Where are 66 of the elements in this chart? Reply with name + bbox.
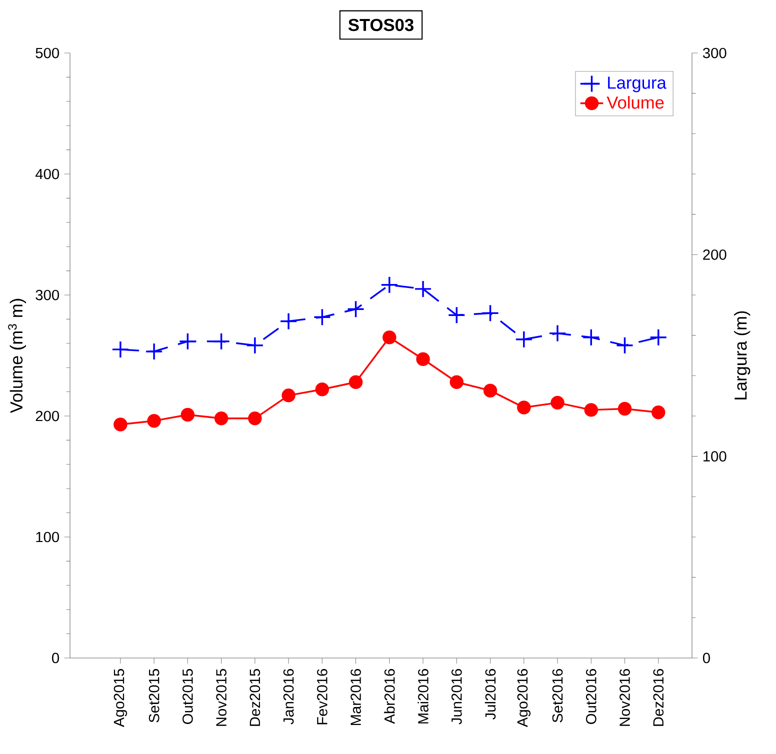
point — [584, 403, 598, 417]
y2-tick-label: 200 — [703, 249, 726, 260]
point — [282, 388, 296, 402]
point — [315, 382, 330, 396]
x-tick-label: Nov2016 — [620, 669, 630, 726]
y2-tick-label: 100 — [704, 451, 726, 462]
x-tick-label: Mar2016 — [350, 669, 361, 726]
point — [248, 412, 262, 426]
x-tick-label: Dez2015 — [250, 669, 260, 726]
point — [112, 340, 130, 358]
point — [618, 402, 632, 416]
point — [448, 306, 466, 324]
point — [178, 332, 197, 350]
x-tick-label: Nov2015 — [216, 669, 226, 726]
point — [246, 336, 264, 354]
x-tick-label: Abr2016 — [384, 669, 395, 724]
point — [348, 375, 363, 389]
y-tick-label: 500 — [36, 48, 60, 58]
point — [212, 332, 230, 350]
point — [416, 352, 430, 366]
point — [481, 304, 500, 322]
point — [616, 336, 634, 354]
point — [280, 312, 298, 330]
point — [517, 400, 531, 414]
point — [582, 328, 600, 346]
point — [382, 330, 396, 344]
x-tick-label: Ago2016 — [517, 669, 531, 728]
x-tick-label: Jun2016 — [451, 669, 462, 724]
x-tick-label: Fev2016 — [316, 669, 328, 724]
x-tick-label: Out2015 — [182, 669, 193, 724]
x-tick-label: Out2016 — [586, 669, 596, 724]
point — [313, 308, 332, 326]
x-tick-label: Jan2016 — [283, 669, 294, 724]
point — [483, 384, 498, 398]
point — [652, 405, 666, 420]
point — [550, 396, 564, 410]
point — [145, 342, 163, 360]
point — [650, 328, 668, 346]
y-tick-label: 200 — [36, 410, 60, 422]
y2-axis-title: Largura (m) — [734, 311, 750, 400]
y-tick-label: 0 — [52, 652, 60, 664]
x-tick-label: Ago2015 — [114, 669, 128, 728]
point — [515, 330, 533, 348]
y-tick-label: 400 — [35, 168, 60, 180]
point — [214, 412, 228, 426]
point — [414, 280, 432, 298]
point — [147, 414, 161, 428]
x-tick-label: Dez2016 — [653, 669, 664, 726]
x-tick-label: Set2015 — [148, 669, 160, 722]
y-tick-label: 100 — [36, 532, 60, 542]
point — [346, 300, 365, 318]
x-tick-label: Mai2016 — [418, 669, 428, 724]
legend-label: Volume — [606, 96, 664, 109]
point — [180, 408, 195, 422]
point — [114, 418, 128, 432]
y2-tick-label: 300 — [702, 48, 726, 58]
legend-label: Largura — [608, 76, 666, 92]
y2-tick-label: 0 — [702, 652, 710, 664]
point — [380, 276, 398, 294]
x-tick-label: Jul2016 — [484, 669, 496, 720]
y-axis-title: Volume (m$^{3}$ m) — [8, 298, 26, 414]
y-tick-label: 300 — [36, 290, 60, 300]
point — [450, 375, 464, 389]
point — [548, 324, 566, 342]
x-tick-label: Set2016 — [552, 669, 563, 722]
chart-title: STOS03 — [348, 18, 414, 32]
